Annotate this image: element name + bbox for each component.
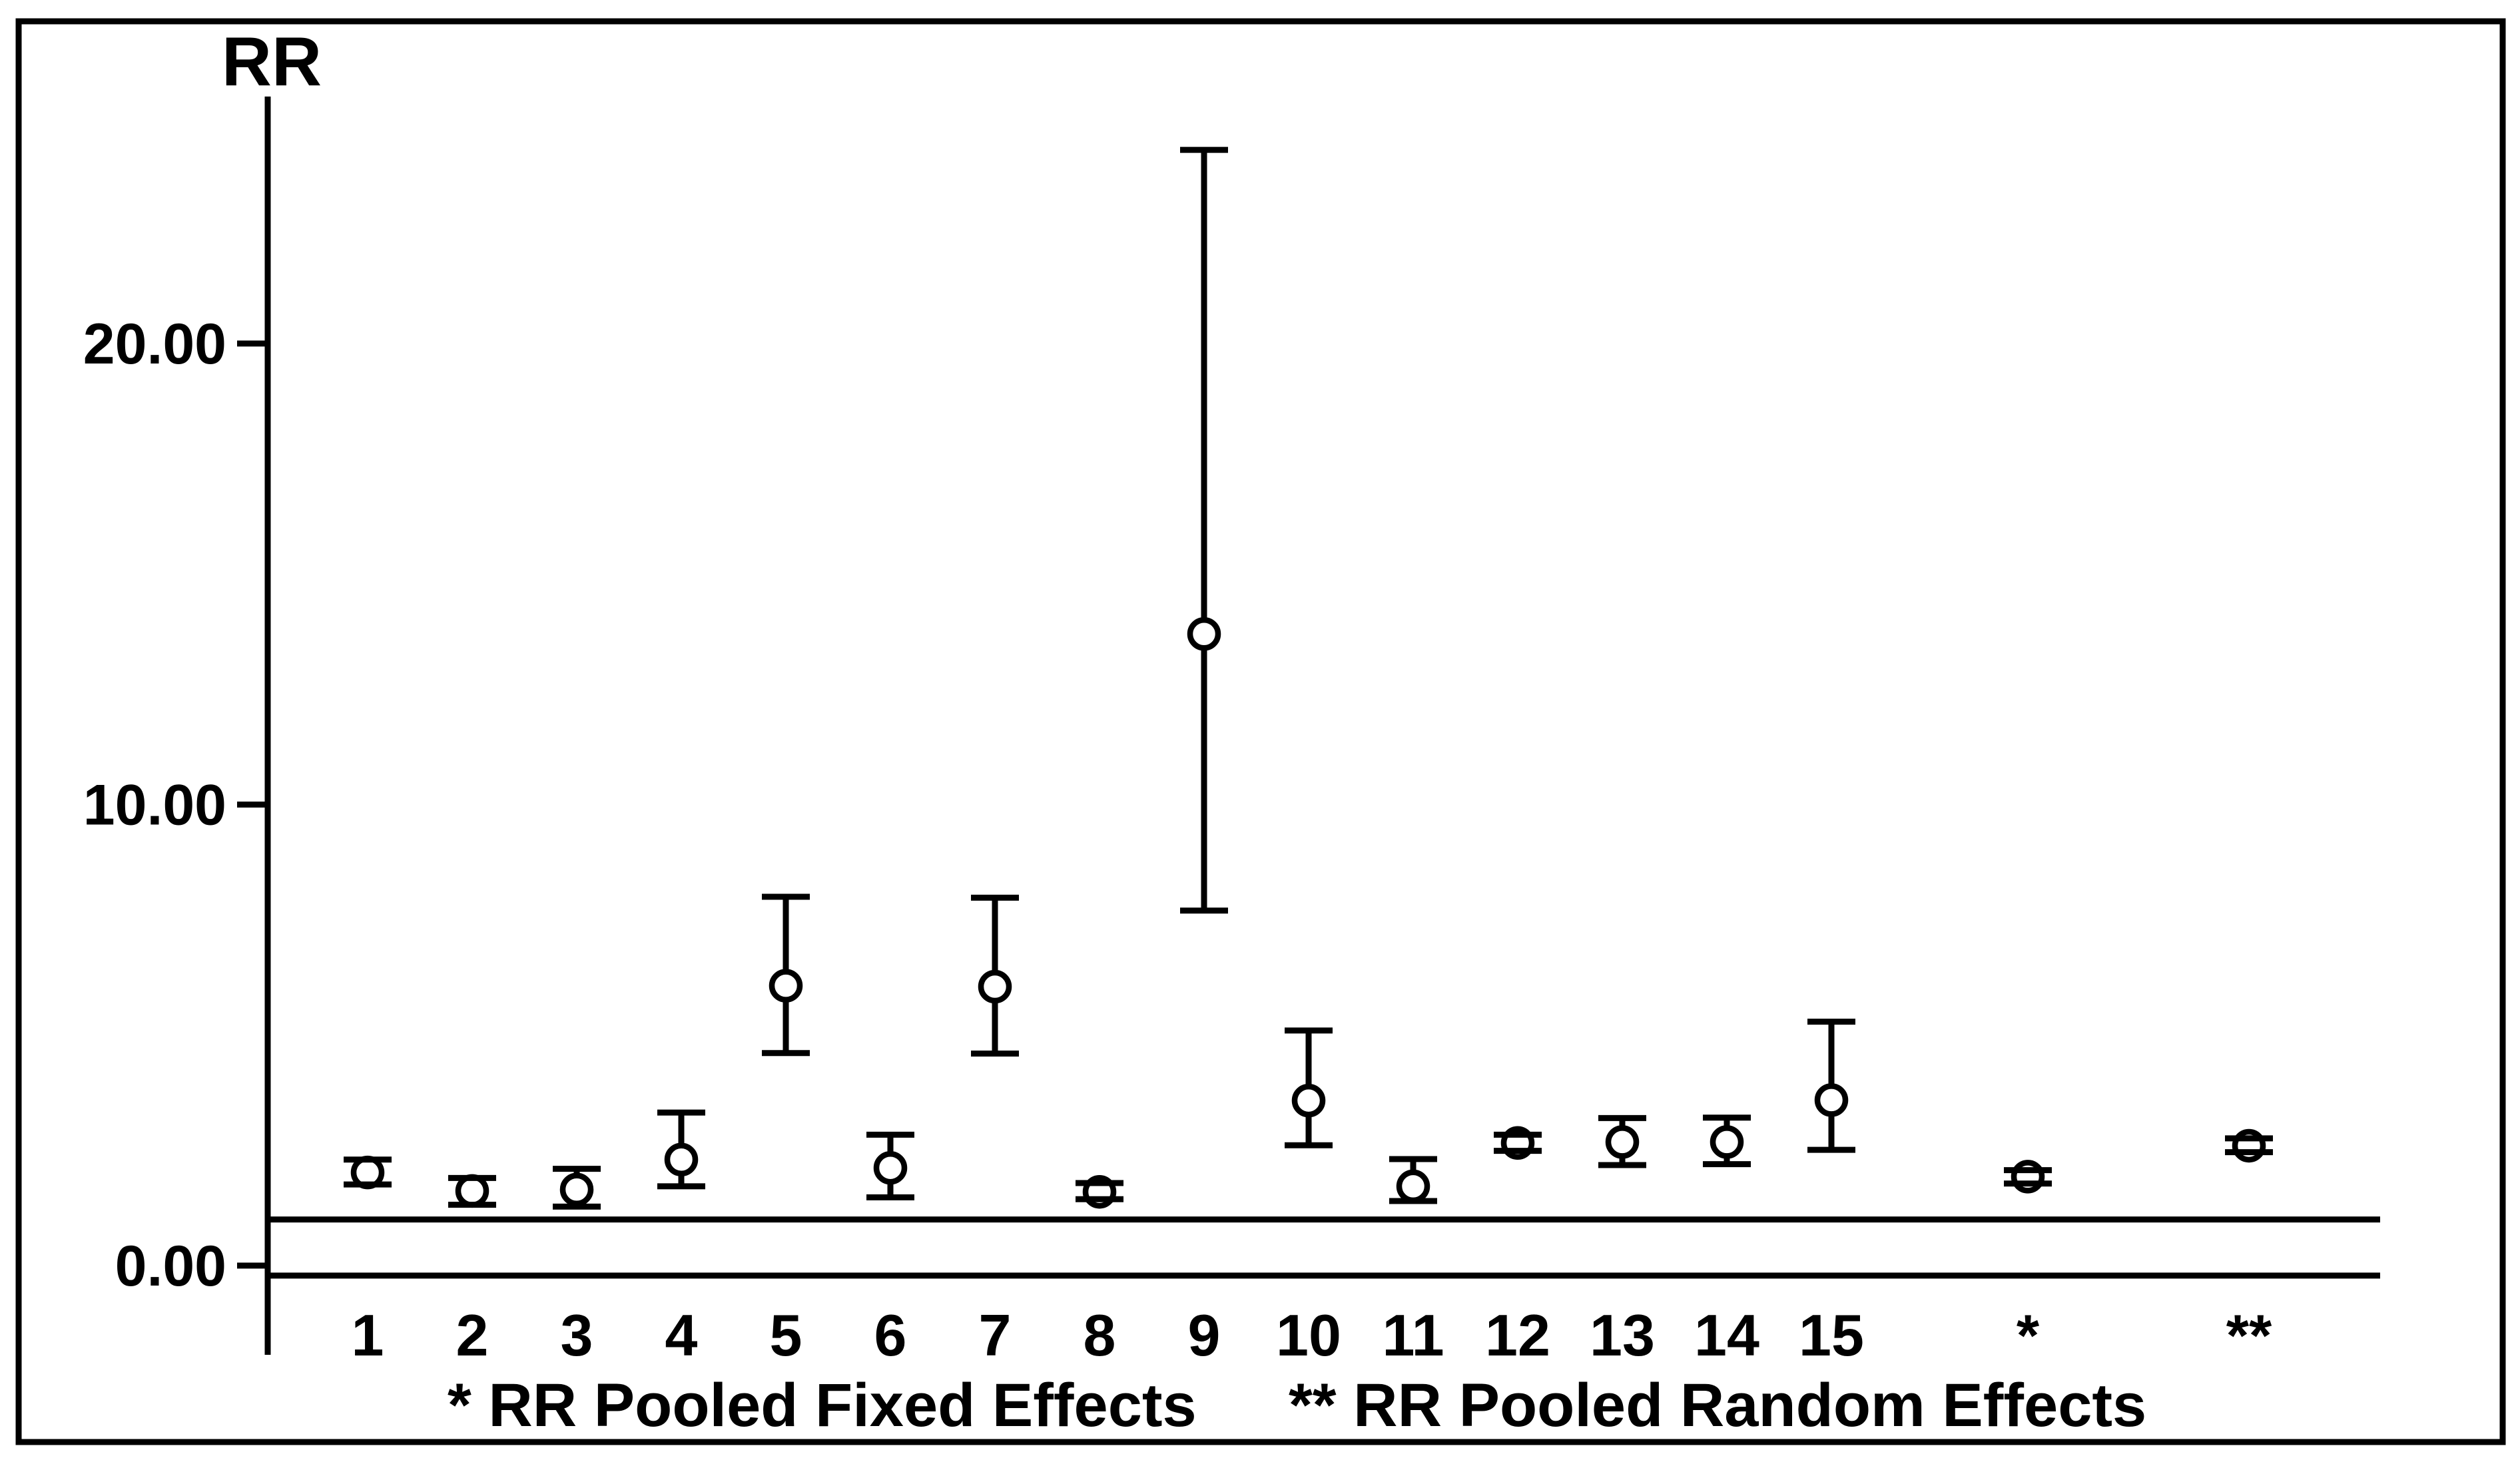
x-category-label: 12 [1485,1302,1550,1368]
x-category-label: 2 [456,1302,489,1368]
point-marker [1605,1125,1640,1159]
errorbar-study-12 [1494,1126,1542,1160]
errorbar-study-11 [1389,1156,1437,1204]
x-category-label: * [2017,1302,2040,1368]
point-marker [1814,1083,1849,1117]
errorbar-pooled-random [2225,1128,2273,1163]
x-category-label: 10 [1276,1302,1341,1368]
reference-lines [268,1216,2380,1279]
errorbar-study-15 [1807,1019,1855,1153]
point-marker [559,1172,594,1206]
errorbar-study-5 [762,893,810,1057]
point-marker [1396,1169,1430,1204]
errorbar-study-4 [657,1109,705,1190]
footnote-pooled-fixed: * RR Pooled Fixed Effects [448,1371,1197,1439]
errorbar-series [344,146,2273,1210]
point-marker [873,1150,908,1185]
x-category-labels: 1 2 3 4 5 6 7 8 9 10 11 12 13 14 15 * ** [352,1302,2272,1368]
x-category-label: 14 [1694,1302,1759,1368]
errorbar-study-14 [1703,1114,1751,1168]
y-axis-ticks: 0.00 10.00 20.00 [83,312,268,1298]
x-category-label: 8 [1084,1302,1116,1368]
errorbar-study-10 [1285,1027,1333,1148]
x-category-label: 11 [1382,1302,1444,1368]
y-tick-label: 0.00 [115,1234,226,1298]
footnote-pooled-random: ** RR Pooled Random Effects [1289,1371,2146,1439]
point-marker [769,969,803,1003]
x-category-label: 9 [1188,1302,1221,1368]
x-category-label: 13 [1590,1302,1655,1368]
x-category-label: 1 [352,1302,384,1368]
point-marker [664,1142,699,1176]
figure-border [15,18,2506,1445]
x-category-label: 6 [874,1302,907,1368]
errorbar-study-2 [448,1174,496,1208]
y-axis-title: RR [222,23,322,101]
y-tick-label: 20.00 [83,312,226,376]
errorbar-study-6 [866,1131,914,1201]
errorbar-study-1 [344,1155,392,1190]
x-category-label: 4 [665,1302,698,1368]
x-category-label: 3 [561,1302,593,1368]
point-marker [455,1174,489,1208]
x-category-label: 7 [979,1302,1012,1368]
errorbar-pooled-fixed [2004,1160,2052,1194]
point-marker [1710,1125,1744,1159]
point-marker [978,969,1012,1004]
x-category-label: 15 [1799,1302,1864,1368]
errorbar-study-13 [1598,1114,1646,1168]
point-marker [1291,1083,1326,1118]
y-tick-label: 10.00 [83,774,226,838]
errorbar-study-7 [971,894,1019,1057]
errorbar-study-9 [1180,146,1228,914]
x-category-label: ** [2226,1302,2272,1368]
point-marker [1187,617,1221,651]
errorbar-study-8 [1076,1174,1123,1209]
errorbar-study-3 [553,1166,601,1210]
x-category-label: 5 [770,1302,802,1368]
